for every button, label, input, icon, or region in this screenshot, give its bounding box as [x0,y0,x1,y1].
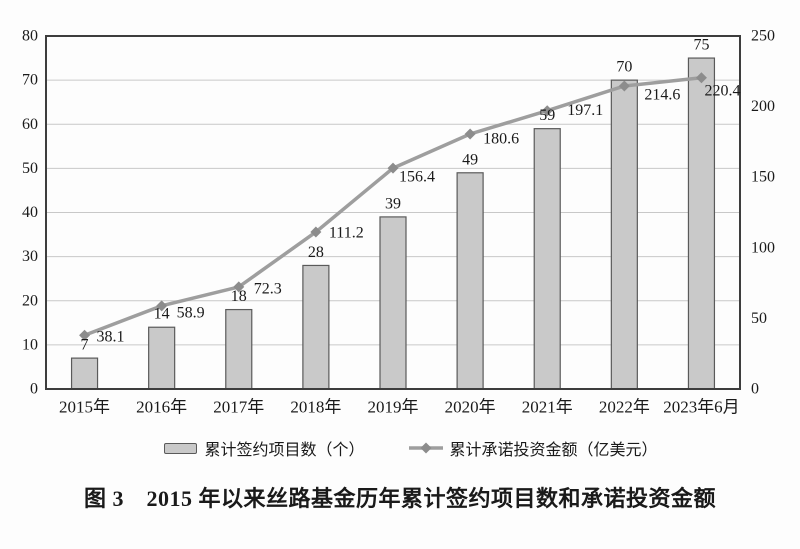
line-value-label: 197.1 [567,102,603,119]
x-axis-label: 2017年 [213,398,264,417]
x-axis-label: 2021年 [522,398,573,417]
y-axis-right-tick: 0 [751,381,759,398]
bar-value-label: 75 [693,37,709,54]
plot-border [45,35,741,390]
legend-item-bars: 累计签约项目数（个） [164,436,365,460]
line-marker-swatch-icon [408,442,443,454]
y-axis-left-tick: 20 [22,292,38,309]
figure-caption: 图 3 2015 年以来丝路基金历年累计签约项目数和承诺投资金额 [83,486,716,511]
x-axis-label: 2018年 [290,398,341,417]
x-axis-label: 2020年 [445,398,496,417]
bar [610,79,638,390]
x-axis-label: 2019年 [368,398,419,417]
bar-swatch-icon [164,442,198,454]
combo-chart: 7 14 18 28 39 49 59 70 75 38.1 58.9 72.3 111.2 156.4 1… [22,28,775,417]
line-marker-icon [310,226,322,238]
bar [456,172,484,390]
chart-legend: 累计签约项目数（个） 累计承诺投资金额（亿美元） [0,436,800,460]
legend-item-line: 累计承诺投资金额（亿美元） [408,436,658,460]
bar-value-label: 7 [81,337,89,354]
line-marker-icon [618,80,630,92]
bar [148,326,176,390]
line-value-label: 156.4 [399,169,435,186]
line-value-label: 220.4 [704,82,740,99]
line-value-label: 72.3 [254,280,282,297]
line-marker-icon [464,128,476,140]
y-axis-left-tick: 10 [22,336,38,353]
bar-value-label: 70 [616,59,632,76]
line-marker-icon [387,162,399,174]
y-axis-left-tick: 60 [22,116,38,133]
bar [533,128,561,390]
line-marker-icon [695,72,707,84]
x-axis-label: 2016年 [136,398,187,417]
bar-value-label: 49 [462,151,478,168]
y-axis-right-tick: 200 [751,98,775,115]
y-axis-right-tick: 150 [751,169,775,186]
line-marker-icon [541,105,553,117]
x-axis-label: 2015年 [59,398,110,417]
bar-value-label: 28 [308,244,324,261]
y-axis-right-tick: 50 [751,310,767,327]
bar-value-label: 18 [231,288,247,305]
bar [225,308,253,390]
x-axis-label: 2023年6月 [663,398,740,417]
y-axis-left-tick: 80 [22,28,38,45]
legend-label-bars: 累计签约项目数（个） [204,442,365,459]
line-value-label: 214.6 [644,86,680,103]
y-axis-left-tick: 0 [30,381,38,398]
line-value-label: 111.2 [329,224,364,241]
y-axis-right-tick: 250 [751,28,775,45]
line-marker-icon [156,300,168,312]
legend-label-line: 累计承诺投资金额（亿美元） [449,442,658,459]
y-axis-left-tick: 30 [22,248,38,265]
bar-value-label: 39 [385,195,401,212]
bar [687,57,716,390]
line-marker-icon [233,281,245,293]
bar [70,357,99,390]
bar-value-label: 14 [154,306,170,323]
y-axis-right-tick: 100 [751,239,775,256]
x-axis-label: 2022年 [599,398,650,417]
bar-value-label: 59 [539,107,555,124]
bar [379,216,407,390]
y-axis-left-tick: 50 [22,160,38,177]
line-value-label: 58.9 [177,304,205,321]
line-value-label: 180.6 [483,130,519,147]
bar [302,264,330,390]
line-value-label: 38.1 [97,329,125,346]
y-axis-left-tick: 40 [22,204,38,221]
y-axis-left-tick: 70 [22,72,38,89]
line-marker-icon [79,329,91,341]
